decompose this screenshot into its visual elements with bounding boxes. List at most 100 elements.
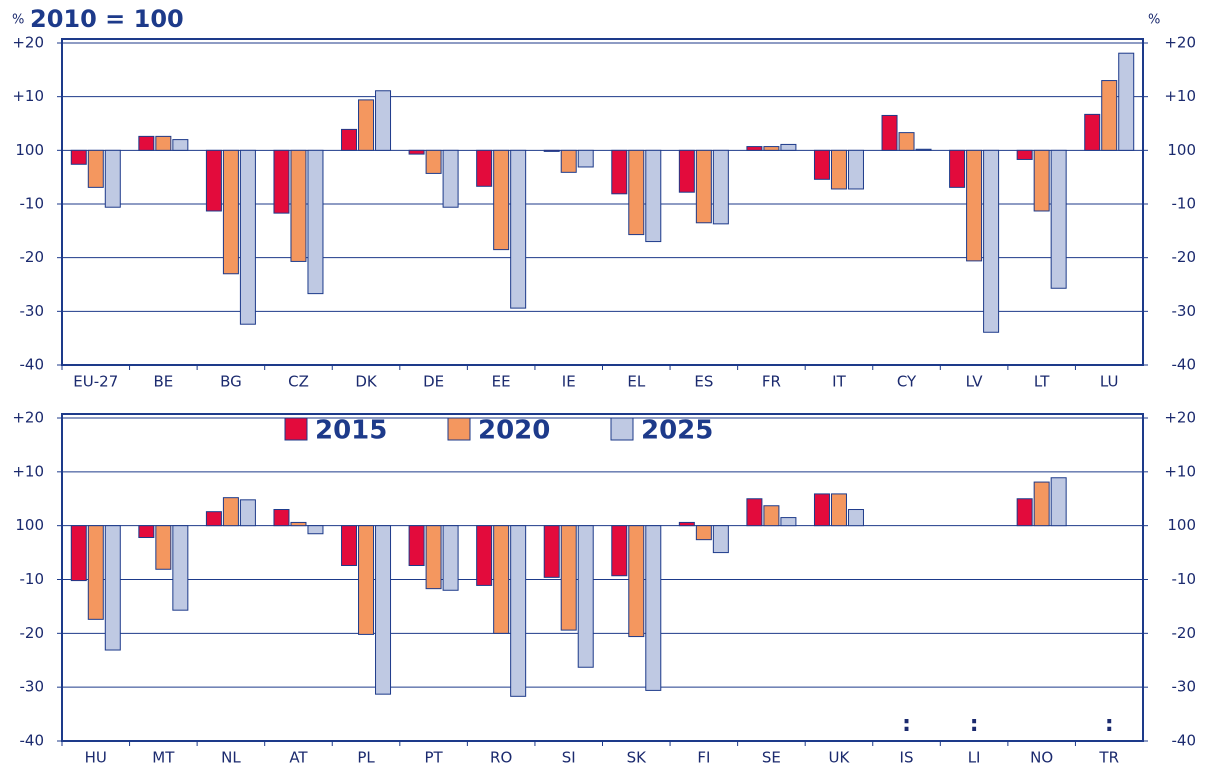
bar [780, 517, 797, 527]
bar [915, 148, 932, 151]
bar [493, 525, 510, 634]
x-tick-label: EL [627, 373, 645, 391]
x-tick-label: SI [562, 749, 576, 767]
bar [1118, 52, 1135, 151]
bar [645, 525, 662, 691]
y-axis-label: % [12, 13, 24, 28]
bar [813, 493, 830, 527]
bar [273, 509, 290, 527]
legend-swatch [284, 417, 308, 441]
y2-tick-label: +20 [1164, 409, 1196, 427]
bar [628, 525, 645, 638]
bar [949, 149, 966, 188]
legend-label: 2020 [478, 416, 550, 446]
bar [695, 525, 712, 541]
bar [1101, 80, 1118, 151]
bar [577, 525, 594, 668]
x-tick-label: LI [968, 749, 981, 767]
bar [966, 149, 983, 262]
y2-tick-label: +10 [1164, 87, 1196, 105]
bar [678, 521, 695, 527]
y-tick-label: -10 [20, 570, 45, 588]
y-tick-label: 100 [15, 516, 44, 534]
y2-tick-label: -40 [1172, 732, 1197, 750]
bar [341, 525, 358, 567]
legend-swatch [447, 417, 471, 441]
y-tick-label: +20 [12, 409, 44, 427]
bar [898, 132, 915, 151]
y-tick-label: -20 [20, 248, 45, 266]
bar [155, 135, 172, 151]
bar [1033, 149, 1050, 212]
bar [510, 525, 527, 697]
y-tick-label: +10 [12, 462, 44, 480]
legend-label: 2025 [641, 416, 713, 446]
bar [70, 525, 87, 582]
x-tick-label: PL [357, 749, 375, 767]
x-tick-label: CZ [288, 373, 309, 391]
y-tick-label: -30 [20, 678, 45, 696]
x-tick-label: UK [829, 749, 851, 767]
bar [476, 149, 493, 187]
bar [205, 149, 222, 212]
x-tick-label: FI [697, 749, 710, 767]
y-tick-label: -40 [20, 356, 45, 374]
x-tick-label: DK [355, 373, 378, 391]
bar [408, 525, 425, 567]
bar [205, 511, 222, 527]
x-tick-label: IT [832, 373, 846, 391]
bar [1050, 477, 1067, 527]
bar [628, 149, 645, 236]
x-tick-label: NL [221, 749, 241, 767]
x-tick-label: FR [762, 373, 781, 391]
bar [847, 509, 864, 527]
bar [273, 149, 290, 214]
bar [87, 525, 104, 620]
y-tick-label: +20 [12, 34, 44, 52]
y2-tick-label: -20 [1172, 248, 1197, 266]
bar [425, 149, 442, 174]
bar [290, 149, 307, 262]
x-tick-label: TR [1098, 749, 1119, 767]
bar [239, 499, 256, 527]
y2-tick-label: -10 [1172, 570, 1197, 588]
bar [239, 149, 256, 325]
bar [172, 525, 189, 611]
y2-axis-label: % [1148, 13, 1160, 28]
bar [138, 525, 155, 539]
legend-swatch [610, 417, 634, 441]
bar [358, 525, 375, 635]
x-tick-label: IE [562, 373, 576, 391]
na-label: : [1105, 712, 1114, 737]
y-tick-label: 100 [15, 141, 44, 159]
x-tick-label: LU [1100, 373, 1119, 391]
bar [155, 525, 172, 570]
legend-label: 2015 [315, 416, 387, 446]
x-tick-label: AT [289, 749, 308, 767]
y2-tick-label: -40 [1172, 356, 1197, 374]
x-tick-label: IS [900, 749, 914, 767]
y2-tick-label: -30 [1172, 302, 1197, 320]
x-tick-label: RO [490, 749, 512, 767]
bar [763, 146, 780, 151]
bar [695, 149, 712, 224]
plot-frame [61, 413, 1144, 742]
bar [425, 525, 442, 590]
bar [881, 114, 898, 151]
x-tick-label: EE [492, 373, 511, 391]
y-tick-label: +10 [12, 87, 44, 105]
bar [983, 149, 1000, 333]
bar [813, 149, 830, 180]
bar [830, 149, 847, 190]
y2-tick-label: +20 [1164, 34, 1196, 52]
bar [307, 525, 324, 535]
bar [87, 149, 104, 188]
y-tick-label: -10 [20, 195, 45, 213]
x-tick-label: EU-27 [73, 373, 118, 391]
bar [442, 525, 459, 591]
bar [307, 149, 324, 295]
x-tick-label: HU [85, 749, 107, 767]
bar [290, 521, 307, 527]
x-tick-label: PT [424, 749, 443, 767]
